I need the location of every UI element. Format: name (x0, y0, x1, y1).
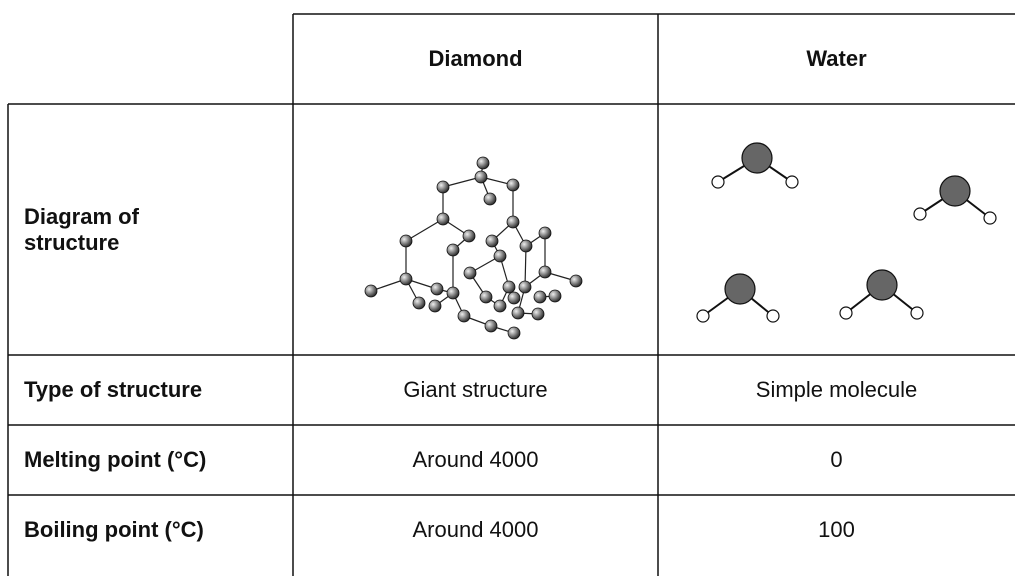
cell: Simple molecule (755, 377, 918, 402)
water-molecules (696, 142, 997, 323)
row-label: Boiling point (°C) (24, 517, 204, 542)
column-header: Diamond (428, 46, 523, 71)
column-header: Water (806, 46, 867, 71)
row-label: Diagram of structure (24, 204, 139, 255)
cell: Around 4000 (412, 447, 539, 472)
row-label: Type of structure (24, 377, 203, 402)
cell: 0 (830, 447, 843, 472)
cell: Giant structure (403, 377, 548, 402)
diamond-atoms (364, 156, 583, 340)
diamond-bonds (370, 162, 577, 334)
row-label: Melting point (°C) (24, 447, 207, 472)
cell: 100 (818, 517, 855, 542)
cell: Around 4000 (412, 517, 539, 542)
grid (7, 13, 1015, 576)
